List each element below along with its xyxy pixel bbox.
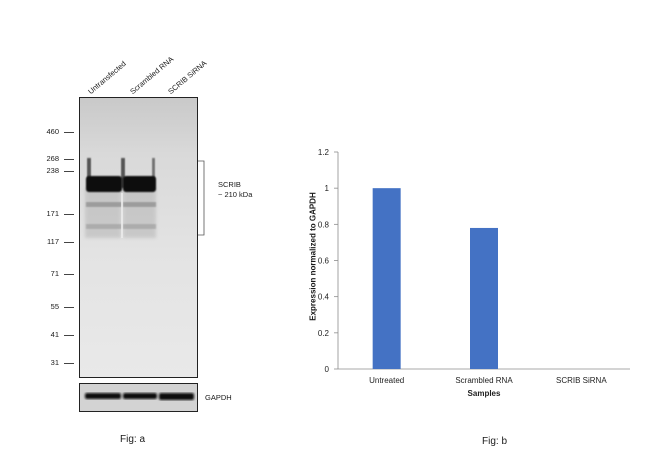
blot-bands xyxy=(85,158,156,238)
mw-tick xyxy=(64,159,74,160)
mw-marker: 41 xyxy=(50,330,59,339)
mw-tick xyxy=(64,214,74,215)
gapdh-band-1 xyxy=(85,393,121,399)
x-tick-label: Scrambled RNA xyxy=(455,376,513,385)
mw-marker: 460 xyxy=(46,127,59,136)
y-tick-label: 0.6 xyxy=(318,257,330,266)
y-tick-label: 1.2 xyxy=(318,148,330,157)
y-tick-label: 0 xyxy=(325,365,330,374)
mw-tick xyxy=(64,335,74,336)
mw-marker: 238 xyxy=(46,166,59,175)
band-scrib-lane-2 xyxy=(123,176,156,192)
gapdh-label: GAPDH xyxy=(205,393,232,402)
streak xyxy=(152,158,155,186)
band-faint xyxy=(123,202,156,207)
lane-label-1: Untransfected xyxy=(86,59,128,96)
bar xyxy=(372,188,401,369)
streak xyxy=(87,158,91,188)
mw-marker: 117 xyxy=(47,237,59,246)
blot-panel-scrib xyxy=(79,97,198,378)
gapdh-band-3 xyxy=(159,393,194,400)
blot-panel-gapdh xyxy=(79,383,198,412)
mw-marker: 55 xyxy=(50,302,59,311)
band-label-name: SCRIB xyxy=(218,180,241,189)
band-bracket xyxy=(198,160,205,236)
mw-tick xyxy=(64,171,74,172)
band-label-size: ~ 210 kDa xyxy=(218,190,253,199)
mw-tick xyxy=(64,307,74,308)
mw-tick xyxy=(64,132,74,133)
x-tick-label: Untreated xyxy=(369,376,404,385)
smear-lane-2 xyxy=(123,188,156,238)
band-faint xyxy=(86,224,122,229)
mw-marker: 31 xyxy=(50,358,59,367)
lane-gap xyxy=(121,193,123,238)
y-tick-label: 0.4 xyxy=(318,293,330,302)
smear-lane-1 xyxy=(85,188,121,238)
lane-label-3: SCRIB SiRNA xyxy=(166,58,209,96)
band-faint xyxy=(86,202,122,207)
y-tick-label: 1 xyxy=(325,184,330,193)
fig-b-caption: Fig: b xyxy=(482,436,508,447)
mw-marker: 71 xyxy=(50,269,59,278)
chart-svg: 0 0.2 0.4 0.6 0.8 1 1.2 Untreated Scrambled RNA S… xyxy=(318,148,630,398)
fig-a-caption: Fig: a xyxy=(120,434,146,445)
gapdh-band-2 xyxy=(123,393,157,399)
mw-marker: 171 xyxy=(46,209,59,218)
y-tick-label: 0.8 xyxy=(318,220,330,229)
chart-x-axis-label: Samples xyxy=(468,389,501,398)
mw-tick xyxy=(64,363,74,364)
streak xyxy=(121,158,125,188)
x-tick-label: SCRIB SiRNA xyxy=(556,376,607,385)
y-tick-label: 0.2 xyxy=(318,329,330,338)
band-scrib-lane-1 xyxy=(86,176,122,192)
gapdh-bands xyxy=(85,393,194,400)
band-faint xyxy=(123,224,156,229)
mw-tick xyxy=(64,274,74,275)
mw-tick xyxy=(64,242,74,243)
chart-y-axis-label: Expression normalized to GAPDH xyxy=(308,192,318,321)
bar xyxy=(470,227,498,369)
mw-marker: 268 xyxy=(46,154,59,163)
